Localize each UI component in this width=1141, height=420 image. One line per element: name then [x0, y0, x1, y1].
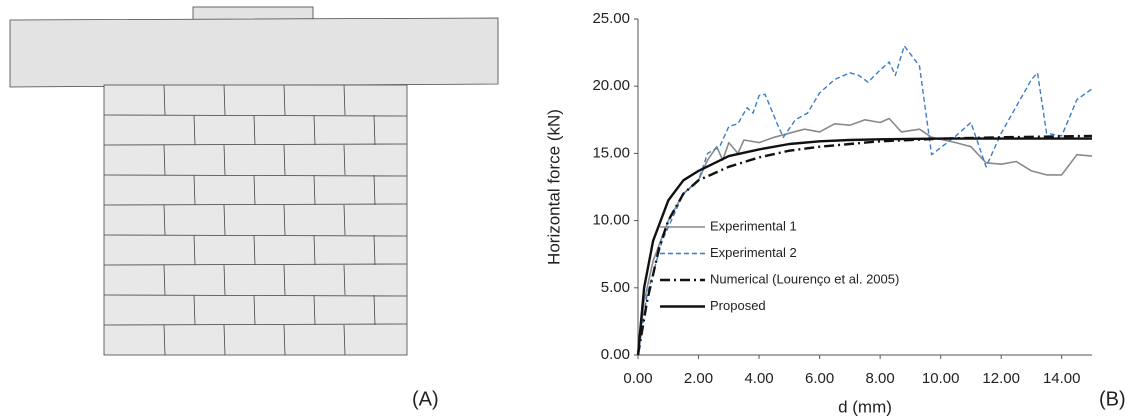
- x-tick-label: 14.00: [1043, 370, 1081, 387]
- mortar-joint: [103, 143, 408, 146]
- panel-label: (A): [412, 388, 439, 410]
- panel-label: (B): [1099, 388, 1126, 410]
- mortar-joint: [283, 204, 286, 236]
- mortar-joint: [103, 234, 408, 237]
- mortar-joint: [253, 234, 256, 266]
- mortar-joint: [163, 144, 166, 176]
- mortar-joint: [223, 324, 226, 356]
- mortar-joint: [313, 234, 316, 266]
- y-axis-label: Horizontal force (kN): [544, 109, 563, 265]
- mortar-joint: [343, 204, 346, 236]
- mortar-joint: [283, 264, 286, 296]
- mortar-joint: [103, 323, 408, 326]
- mortar-joint: [163, 204, 166, 236]
- mortar-joint: [253, 114, 256, 146]
- mortar-joint: [103, 203, 408, 206]
- x-tick-label: 6.00: [805, 370, 834, 387]
- legend-label: Proposed: [710, 298, 766, 313]
- y-tick-label: 0.00: [601, 346, 630, 363]
- series-line: [637, 45, 1093, 356]
- mortar-joint: [223, 84, 226, 116]
- top-slab: [9, 17, 499, 88]
- y-tick-label: 20.00: [592, 77, 630, 94]
- x-tick-label: 4.00: [744, 370, 773, 387]
- mortar-joint: [103, 263, 408, 266]
- mortar-joint: [373, 114, 376, 146]
- mortar-joint: [163, 264, 166, 296]
- y-tick-label: 5.00: [601, 279, 630, 296]
- mortar-joint: [313, 174, 316, 206]
- mortar-joint: [193, 114, 196, 146]
- legend-label: Numerical (Lourenço et al. 2005): [710, 271, 899, 286]
- wall-panel: [103, 84, 408, 356]
- masonry-wall-diagram: [9, 6, 499, 356]
- legend-label: Experimental 2: [710, 245, 797, 260]
- mortar-joint: [103, 294, 408, 297]
- mortar-joint: [103, 174, 408, 177]
- y-tick-label: 25.00: [592, 10, 630, 27]
- x-axis-label: d (mm): [838, 397, 892, 416]
- mortar-joint: [193, 174, 196, 206]
- x-tick-label: 10.00: [922, 370, 960, 387]
- mortar-joint: [343, 324, 346, 356]
- mortar-joint: [343, 84, 346, 116]
- mortar-joint: [193, 234, 196, 266]
- mortar-joint: [163, 84, 166, 116]
- mortar-joint: [103, 114, 408, 117]
- legend-label: Experimental 1: [710, 218, 797, 233]
- series-line: [636, 137, 1092, 356]
- x-tick-label: 12.00: [982, 370, 1020, 387]
- mortar-joint: [253, 294, 256, 326]
- mortar-joint: [253, 174, 256, 206]
- y-tick-label: 15.00: [592, 144, 630, 161]
- mortar-joint: [343, 144, 346, 176]
- x-tick-label: 8.00: [866, 370, 895, 387]
- mortar-joint: [223, 144, 226, 176]
- mortar-joint: [193, 294, 196, 326]
- mortar-joint: [313, 114, 316, 146]
- series-line: [636, 134, 1093, 356]
- x-tick-label: 2.00: [684, 370, 713, 387]
- mortar-joint: [313, 294, 316, 326]
- series-line: [637, 117, 1093, 356]
- mortar-joint: [223, 204, 226, 236]
- mortar-joint: [283, 84, 286, 116]
- x-tick-label: 0.00: [623, 370, 652, 387]
- mortar-joint: [283, 324, 286, 356]
- y-tick-label: 10.00: [592, 212, 630, 229]
- mortar-joint: [373, 174, 376, 206]
- mortar-joint: [283, 144, 286, 176]
- mortar-joint: [343, 264, 346, 296]
- mortar-joint: [373, 294, 376, 326]
- mortar-joint: [223, 264, 226, 296]
- mortar-joint: [373, 234, 376, 266]
- mortar-joint: [163, 324, 166, 356]
